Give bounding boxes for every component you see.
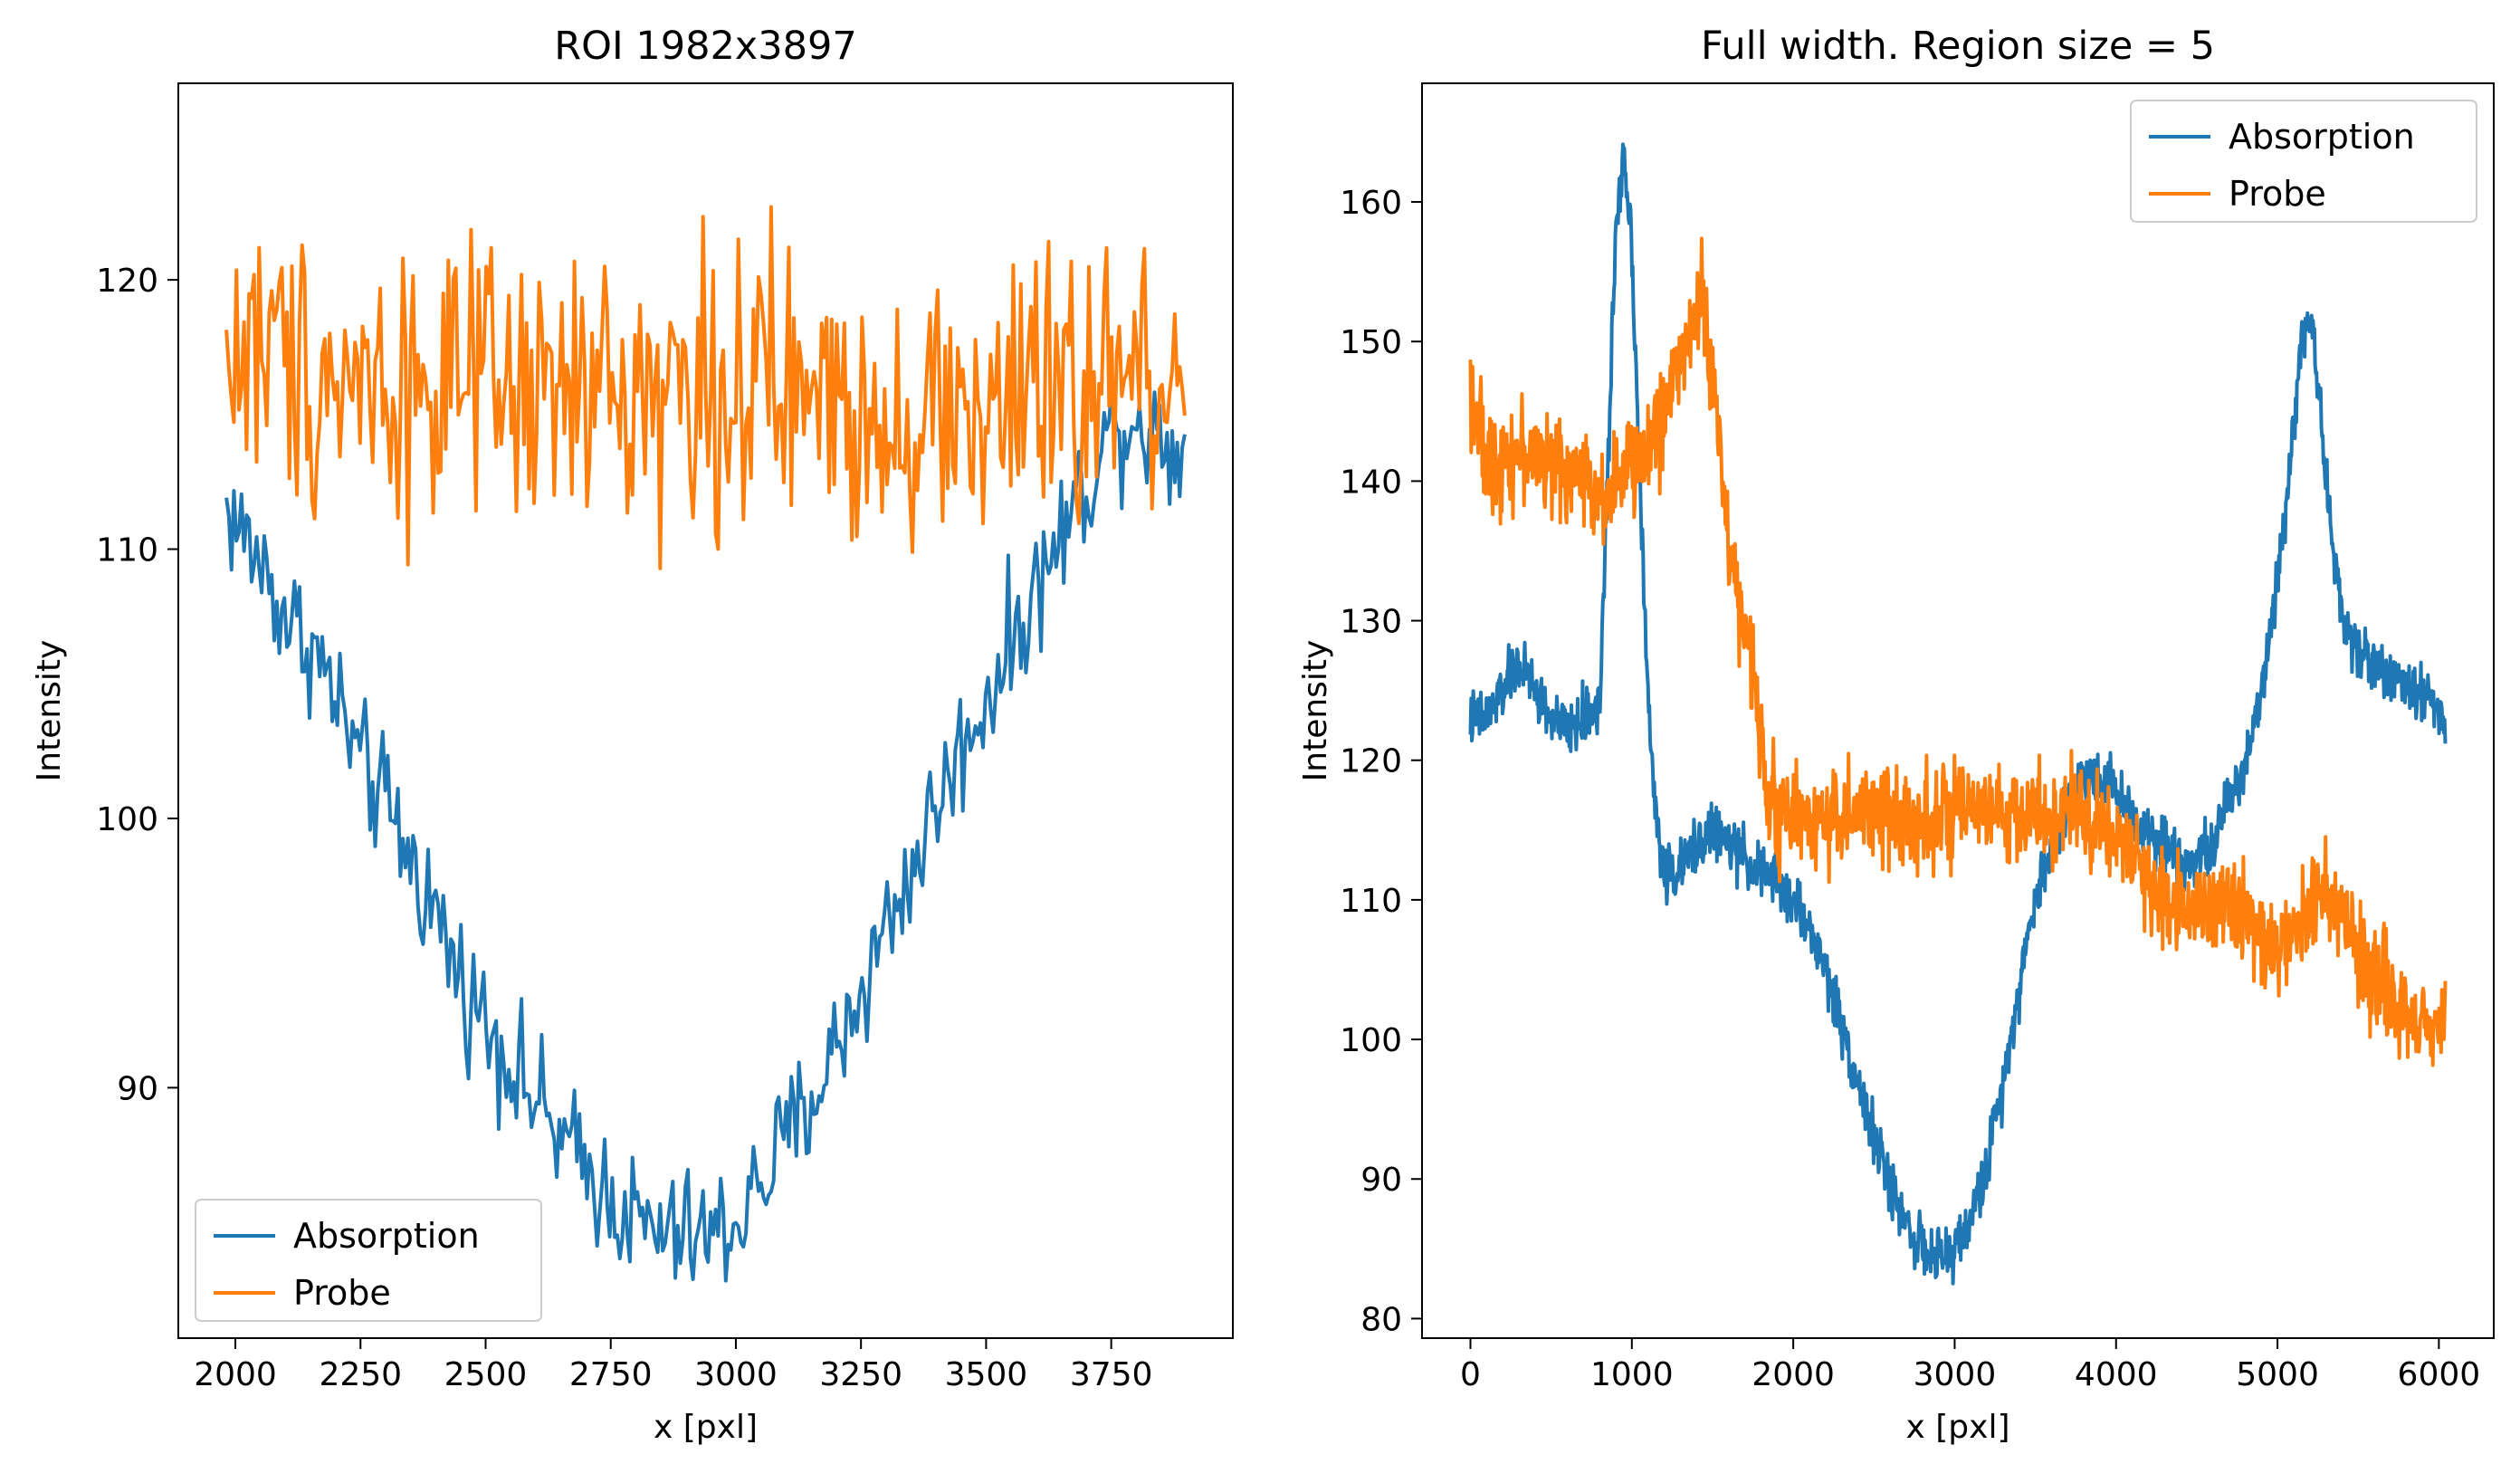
y-tick-label: 130 — [1340, 604, 1402, 641]
x-axis-label: x [pxl] — [1906, 1409, 2010, 1446]
x-tick-label: 2750 — [569, 1356, 653, 1393]
y-axis-label: Intensity — [31, 640, 68, 782]
y-tick-label: 110 — [96, 532, 158, 569]
y-tick-label: 120 — [96, 263, 158, 300]
x-axis-label: x [pxl] — [654, 1409, 758, 1446]
x-tick-label: 5000 — [2236, 1356, 2319, 1393]
y-tick-label: 90 — [1360, 1162, 1402, 1199]
y-tick-label: 90 — [117, 1070, 158, 1107]
chart-title: Full width. Region size = 5 — [1701, 24, 2215, 69]
plot-area — [1468, 142, 2448, 1286]
legend-label-absorption: Absorption — [293, 1216, 480, 1256]
x-tick-label: 6000 — [2398, 1356, 2481, 1393]
legend: Absorption Probe — [2130, 100, 2477, 223]
y-tick-label: 150 — [1340, 324, 1402, 361]
series-line-probe — [1468, 236, 2448, 1067]
legend-label-probe: Probe — [2229, 174, 2326, 214]
x-tick-label: 2000 — [194, 1356, 277, 1393]
x-tick-label: 2500 — [444, 1356, 528, 1393]
y-tick-label: 120 — [1340, 743, 1402, 780]
axes-frame — [1421, 82, 2495, 1339]
x-tick-label: 3000 — [1914, 1356, 1997, 1393]
series-line-absorption — [224, 384, 1187, 1283]
legend-label-probe: Probe — [293, 1273, 391, 1313]
y-tick-label: 100 — [96, 801, 158, 838]
legend-box — [195, 1199, 542, 1322]
axes-frame — [177, 82, 1234, 1339]
y-tick-label: 160 — [1340, 185, 1402, 222]
x-tick-label: 3500 — [945, 1356, 1028, 1393]
x-tick-label: 3000 — [694, 1356, 778, 1393]
chart-full-width: 0 1000 2000 3000 4000 5000 6000 80 90 100 110 120 13… — [1297, 24, 2495, 1446]
x-tick-label: 2000 — [1752, 1356, 1835, 1393]
x-tick-label: 1000 — [1590, 1356, 1674, 1393]
legend: Absorption Probe — [195, 1199, 542, 1322]
chart-roi: 2000 2250 2500 2750 3000 3250 3500 3750 90 100 110… — [31, 24, 1234, 1446]
series-line-absorption — [1468, 142, 2448, 1286]
x-tick-label: 0 — [1460, 1356, 1481, 1393]
y-tick-label: 100 — [1340, 1022, 1402, 1059]
x-tick-label: 2250 — [319, 1356, 402, 1393]
chart-title: ROI 1982x3897 — [554, 24, 856, 69]
y-tick-label: 140 — [1340, 464, 1402, 501]
x-tick-label: 3750 — [1070, 1356, 1153, 1393]
y-axis-label: Intensity — [1297, 640, 1334, 782]
legend-label-absorption: Absorption — [2229, 117, 2415, 157]
x-tick-label: 3250 — [819, 1356, 902, 1393]
legend-box — [2130, 100, 2477, 223]
y-tick-label: 110 — [1340, 883, 1402, 920]
series-line-probe — [224, 205, 1187, 570]
plot-area — [224, 205, 1187, 1283]
y-tick-label: 80 — [1360, 1301, 1402, 1338]
x-tick-label: 4000 — [2075, 1356, 2158, 1393]
